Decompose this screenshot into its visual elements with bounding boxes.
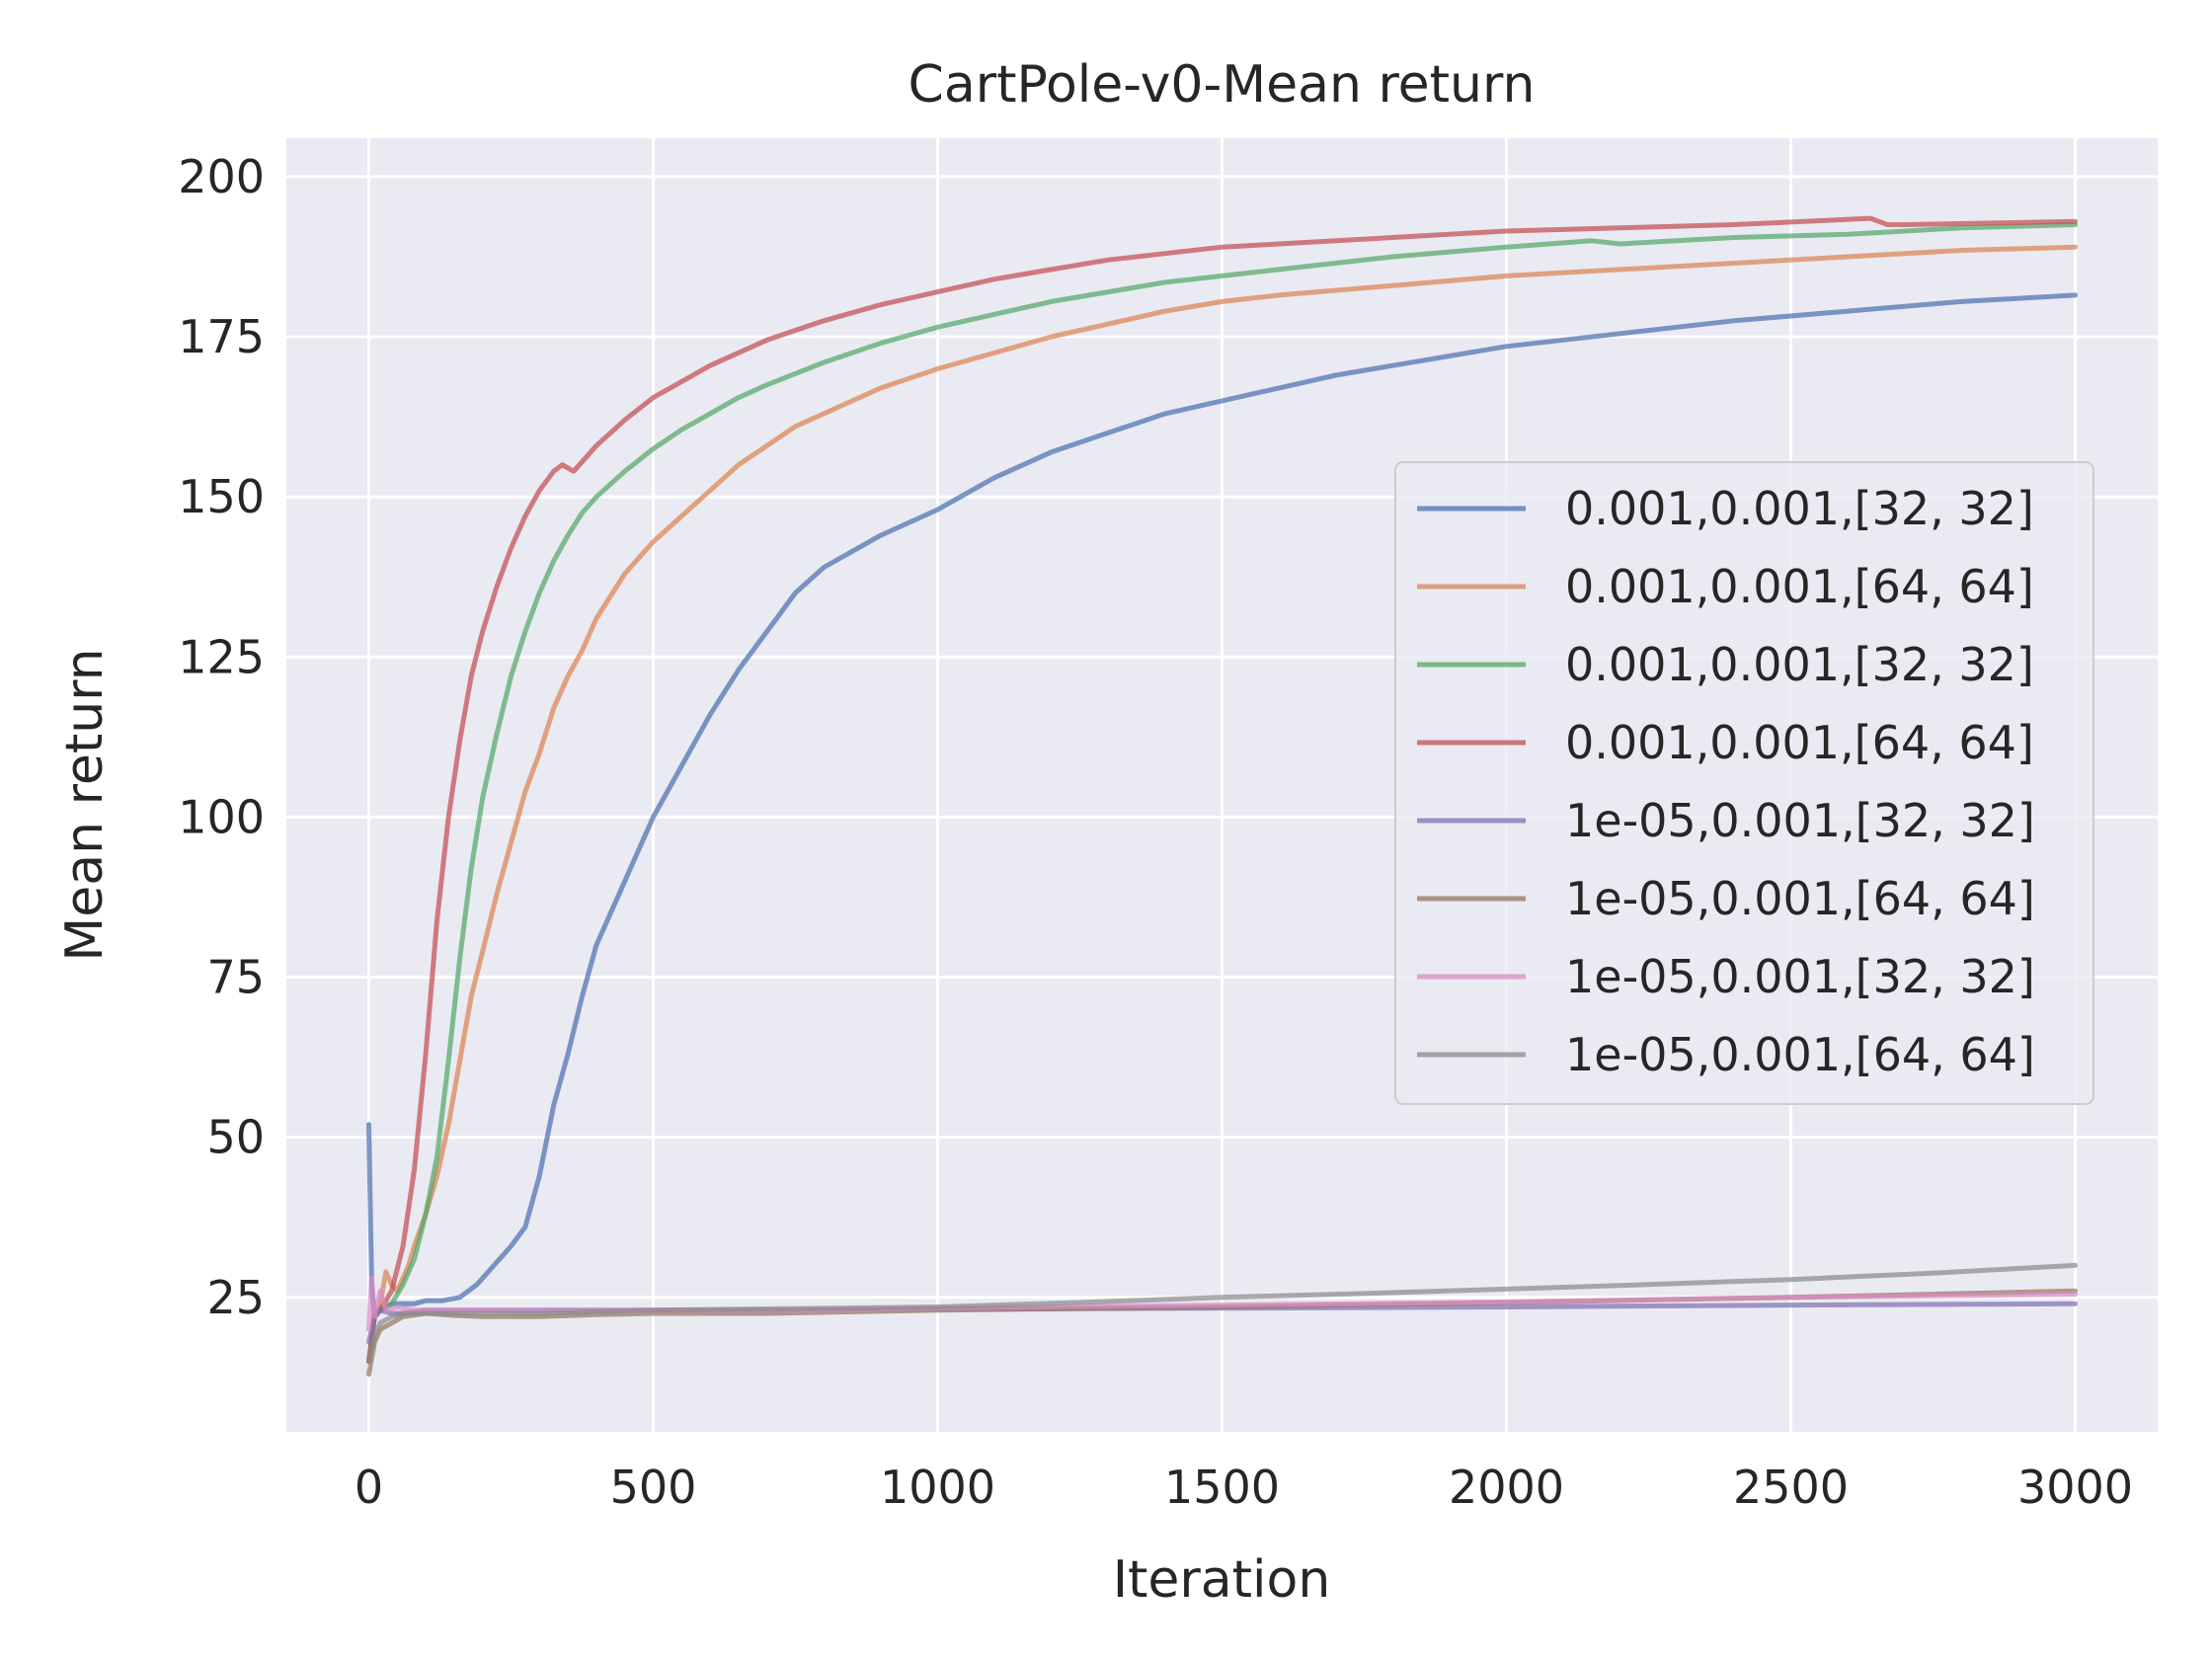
chart-title: CartPole-v0-Mean return	[908, 55, 1536, 115]
series-line-3	[366, 222, 2078, 1365]
legend-entry-label: 0.001,0.001,[64, 64]	[1565, 560, 2034, 613]
y-tick-label: 175	[178, 310, 265, 363]
y-tick-label: 100	[178, 790, 265, 843]
legend-entry-label: 1e-05,0.001,[32, 32]	[1565, 950, 2035, 1003]
series-line-8	[366, 1262, 2078, 1365]
legend-entry-label: 1e-05,0.001,[64, 64]	[1565, 872, 2035, 925]
legend-entry-label: 1e-05,0.001,[32, 32]	[1565, 794, 2035, 847]
legend-entry-label: 0.001,0.001,[64, 64]	[1565, 716, 2034, 769]
y-axis-label: Mean return	[55, 648, 115, 961]
legend: 0.001,0.001,[32, 32] 0.001,0.001,[64, 64]…	[1394, 461, 2094, 1105]
x-tick-label: 3000	[2017, 1461, 2133, 1514]
series-line-4	[366, 215, 2078, 1365]
series-layer	[366, 215, 2078, 1378]
x-tick-label: 0	[355, 1461, 383, 1514]
y-tick-label: 125	[178, 630, 265, 683]
y-tick-label: 150	[178, 470, 265, 523]
y-tick-label: 200	[178, 150, 265, 203]
x-tick-label: 1000	[880, 1461, 995, 1514]
x-tick-label: 2000	[1449, 1461, 1564, 1514]
legend-box	[1394, 461, 2094, 1105]
y-tick-label: 50	[206, 1111, 265, 1164]
x-tick-label: 500	[610, 1461, 697, 1514]
series-line-2	[366, 244, 2078, 1365]
x-tick-label: 1500	[1164, 1461, 1280, 1514]
legend-entry-label: 0.001,0.001,[32, 32]	[1565, 482, 2034, 535]
series-line-7	[366, 1275, 2078, 1332]
x-axis-label: Iteration	[1113, 1550, 1331, 1610]
x-tick-label: 2500	[1733, 1461, 1849, 1514]
series-line-1	[366, 292, 2078, 1319]
y-tick-label: 25	[206, 1271, 265, 1324]
legend-items: 0.001,0.001,[32, 32] 0.001,0.001,[64, 64]…	[1417, 482, 2035, 1081]
legend-entry-label: 1e-05,0.001,[64, 64]	[1565, 1028, 2035, 1081]
legend-entry-label: 0.001,0.001,[32, 32]	[1565, 638, 2034, 691]
x-axis-ticks: 0 500 1000 1500 2000 2500 3000	[355, 1461, 2133, 1514]
y-tick-label: 75	[206, 951, 265, 1004]
y-axis-ticks: 25 50 75 100 125 150 175 200	[178, 150, 265, 1324]
